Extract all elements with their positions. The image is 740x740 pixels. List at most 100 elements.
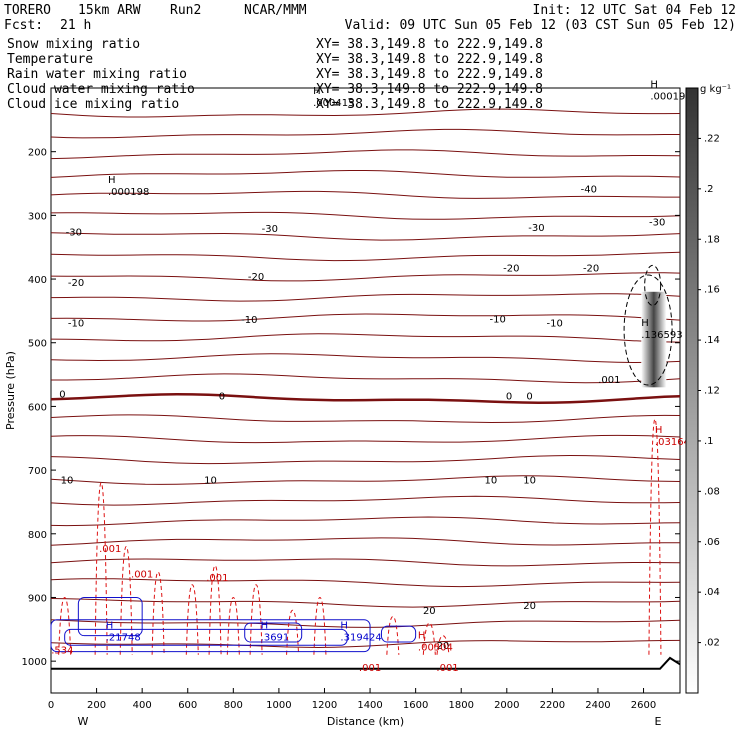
extremum-value: .031644 (655, 437, 696, 448)
forecast-label: Fcst: (4, 18, 43, 33)
y-tick-label: 500 (28, 339, 47, 350)
extremum-value: .3691 (261, 632, 290, 643)
legend-entry: Rain water mixing ratio (7, 67, 187, 82)
rain-contour-line (648, 418, 662, 655)
extremum-marker: H (261, 620, 269, 631)
temperature-contour-line (50, 313, 681, 322)
rain-contour-line (386, 616, 400, 655)
rain-contour-label: .534 (51, 646, 73, 657)
rain-contour-line (58, 596, 72, 655)
west-end-label: W (78, 715, 89, 728)
extremum-marker: H (650, 80, 658, 91)
figure-header: TORERO 15km ARW Run2 NCAR/MMM Init: 12 U… (4, 3, 736, 33)
legend-xy-range: XY= 38.3,149.8 to 222.9,149.8 (316, 52, 543, 67)
cloud-water-contour (77, 596, 143, 637)
cloud-water-contour (380, 625, 417, 643)
rain-contour-label: .001 (131, 569, 153, 580)
snow-contour (623, 274, 673, 386)
y-tick-label: 300 (28, 211, 47, 222)
temperature-label: -30 (528, 223, 544, 234)
extremum-value: .000198 (108, 187, 149, 198)
temperature-contour-line (50, 211, 681, 220)
valid-time: Valid: 09 UTC Sun 05 Feb 12 (03 CST Sun … (345, 18, 736, 33)
extremum-marker: H (340, 620, 348, 631)
temperature-label: -20 (248, 272, 264, 283)
y-tick-label: 1000 (22, 657, 47, 668)
colorbar-tick-label: .12 (704, 386, 720, 397)
temperature-contour-line (50, 516, 681, 527)
temperature-label: -10 (241, 315, 257, 326)
y-tick-label: 200 (28, 148, 47, 159)
temperature-contour-line (50, 108, 681, 118)
temperature-label: 20 (423, 606, 436, 617)
x-tick-label: 1200 (312, 700, 337, 711)
rain-contour-line (313, 596, 327, 655)
x-tick-label: 2200 (540, 700, 565, 711)
legend-xy-range: XY= 38.3,149.8 to 222.9,149.8 (316, 97, 543, 112)
temperature-label: -20 (503, 264, 519, 275)
temperature-contour-line (50, 619, 681, 628)
y-tick-label: 900 (28, 593, 47, 604)
temperature-contour-line (50, 558, 681, 567)
x-tick-label: 1800 (448, 700, 473, 711)
field-legend: Snow mixing ratio XY= 38.3,149.8 to 222.9… (7, 37, 543, 112)
colorbar-tick-label: .08 (704, 486, 720, 497)
legend-entry: Temperature (7, 52, 93, 67)
x-tick-label: 2400 (585, 700, 610, 711)
y-axis-title: Pressure (hPa) (4, 351, 17, 430)
extremum-marker: H (106, 620, 114, 631)
legend-xy-range: XY= 38.3,149.8 to 222.9,149.8 (316, 82, 543, 97)
temperature-label: -30 (649, 218, 665, 229)
y-tick-label: 700 (28, 466, 47, 477)
temperature-contour-line (50, 578, 681, 588)
temperature-contour-line (50, 454, 681, 465)
colorbar-ramp (685, 87, 699, 694)
x-tick-label: 2600 (631, 700, 656, 711)
temperature-label: 10 (484, 476, 497, 487)
temperature-contour-line (50, 333, 681, 343)
temperature-contour-line (50, 149, 681, 160)
temperature-label: -30 (262, 224, 278, 235)
temperature-contour-line (50, 128, 680, 139)
temperature-contour-line (50, 232, 681, 241)
temperature-label: 20 (523, 601, 536, 612)
rain-contour-line (208, 565, 222, 655)
temperature-contour-line (50, 190, 680, 199)
cloud-water-contour (244, 622, 303, 643)
x-tick-label: 0 (48, 700, 54, 711)
y-tick-label: 800 (28, 530, 47, 541)
model-org: NCAR/MMM (244, 3, 307, 18)
plot-area: -40 -30 -30 -30 -30 -20 -20 -20 -20 -10 -10 -10 -10 0… (4, 80, 696, 728)
extremum-marker: H (313, 86, 321, 97)
x-tick-label: 1000 (266, 700, 291, 711)
colorbar-tick-label: .06 (704, 537, 720, 548)
extremum-marker: H (418, 631, 426, 642)
colorbar-tick-label: .1 (704, 436, 714, 447)
snow-contour (644, 264, 662, 306)
temperature-contour-line (50, 598, 681, 608)
temperature-contour-line (50, 475, 681, 485)
extremum-value: .00019 (650, 92, 685, 103)
temperature-label: -40 (581, 185, 597, 196)
temperature-contour-line (50, 170, 681, 178)
legend-entry: Snow mixing ratio (7, 37, 140, 52)
rain-contour-line (94, 482, 108, 655)
extremum-value: .21748 (106, 632, 141, 643)
x-tick-label: 600 (178, 700, 197, 711)
extremum-value: .00504 (418, 643, 453, 654)
rain-contour-line (436, 635, 450, 655)
extremum-value: .000415 (313, 98, 354, 109)
temperature-label: 0 (219, 392, 225, 403)
temperature-label: -20 (68, 278, 84, 289)
contour-labels: -40 -30 -30 -30 -30 -20 -20 -20 -20 -10 -10 -10 -10 0… (51, 80, 696, 674)
temperature-label: 0 (526, 392, 532, 403)
temperature-label: -10 (546, 318, 562, 329)
extremum-value: .136593 (641, 330, 682, 341)
rain-contour-line (151, 571, 165, 655)
extremum-marker: H (108, 175, 116, 186)
forecast-hour: 21 h (60, 18, 91, 33)
x-tick-label: 200 (87, 700, 106, 711)
x-tick-label: 2000 (494, 700, 519, 711)
legend-entry: Cloud ice mixing ratio (7, 97, 179, 112)
colorbar-tick-label: .02 (704, 638, 720, 649)
